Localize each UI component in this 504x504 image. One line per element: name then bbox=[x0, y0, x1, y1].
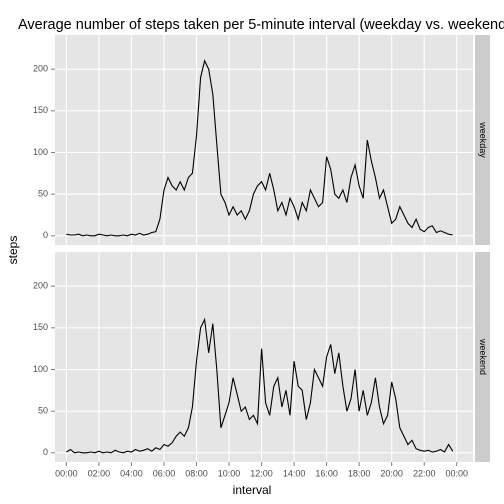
panel-background bbox=[55, 35, 473, 245]
strip-label: weekend bbox=[478, 338, 488, 375]
panel-background bbox=[55, 252, 473, 462]
x-tick-label: 22:00 bbox=[413, 468, 436, 478]
y-tick-label: 0 bbox=[43, 230, 48, 240]
x-tick-label: 14:00 bbox=[283, 468, 306, 478]
line bbox=[66, 59, 453, 237]
x-tick-label: 06:00 bbox=[153, 468, 176, 478]
x-tick-label: 18:00 bbox=[348, 468, 371, 478]
y-tick-label: 200 bbox=[33, 281, 48, 291]
strip bbox=[475, 252, 490, 462]
y-tick-label: 50 bbox=[38, 189, 48, 199]
y-tick-label: 150 bbox=[33, 322, 48, 332]
y-tick-label: 100 bbox=[33, 147, 48, 157]
x-tick-label: 20:00 bbox=[380, 468, 403, 478]
y-tick-label: 100 bbox=[33, 364, 48, 374]
chart-title: Average number of steps taken per 5-minu… bbox=[18, 17, 504, 33]
y-axis-label: steps bbox=[6, 236, 20, 265]
x-tick-label: 10:00 bbox=[218, 468, 241, 478]
y-tick-label: 50 bbox=[38, 406, 48, 416]
strip-label: weekday bbox=[478, 121, 488, 158]
x-tick-label: 00:00 bbox=[55, 468, 78, 478]
y-tick-label: 0 bbox=[43, 447, 48, 457]
y-tick-label: 200 bbox=[33, 64, 48, 74]
x-axis-label: interval bbox=[233, 483, 272, 497]
x-tick-label: 00:00 bbox=[445, 468, 468, 478]
x-tick-label: 04:00 bbox=[120, 468, 143, 478]
x-tick-label: 02:00 bbox=[88, 468, 111, 478]
y-tick-label: 150 bbox=[33, 105, 48, 115]
line bbox=[66, 317, 454, 454]
strip bbox=[475, 35, 490, 245]
x-tick-label: 12:00 bbox=[250, 468, 273, 478]
x-tick-label: 16:00 bbox=[315, 468, 338, 478]
x-tick-label: 08:00 bbox=[185, 468, 208, 478]
